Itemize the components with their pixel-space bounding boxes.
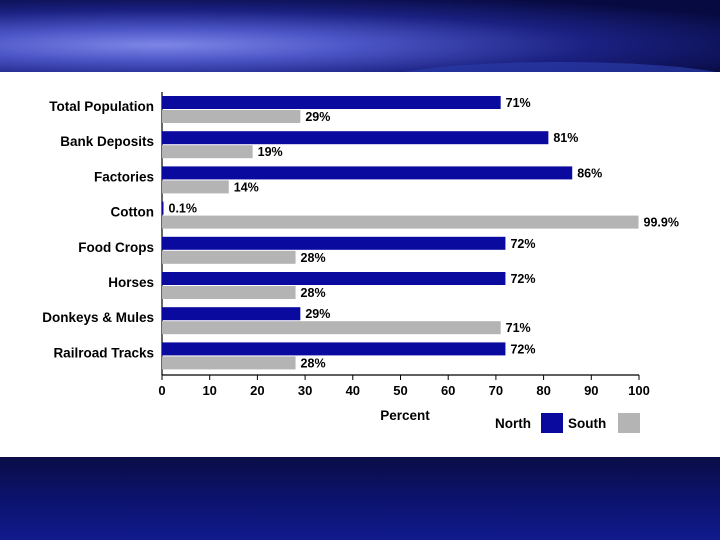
- data-label: 0.1%: [169, 202, 198, 216]
- data-label: 29%: [305, 110, 330, 124]
- x-tick-label: 10: [202, 383, 216, 398]
- category-label: Cotton: [111, 205, 154, 220]
- footer-band: [0, 457, 720, 540]
- legend-swatch-south: [618, 413, 640, 433]
- category-label: Railroad Tracks: [53, 345, 154, 360]
- x-tick-label: 70: [489, 383, 503, 398]
- bar-north: [162, 166, 573, 180]
- category-label: Factories: [94, 169, 154, 184]
- x-tick-label: 0: [158, 383, 165, 398]
- data-label: 14%: [234, 180, 259, 194]
- category-label: Food Crops: [78, 240, 154, 255]
- data-label: 28%: [301, 356, 326, 370]
- x-tick-label: 80: [536, 383, 550, 398]
- data-label: 28%: [301, 251, 326, 265]
- bar-north: [162, 272, 506, 285]
- data-label: 71%: [506, 96, 531, 110]
- bar-south: [162, 215, 639, 229]
- data-label: 19%: [258, 145, 283, 159]
- bar-north: [162, 342, 506, 356]
- bar-north: [162, 131, 549, 145]
- x-tick-label: 20: [250, 383, 264, 398]
- header-band: [0, 0, 720, 102]
- category-label: Donkeys & Mules: [42, 310, 154, 325]
- legend-swatch-north: [541, 413, 563, 433]
- data-label: 72%: [510, 342, 535, 356]
- x-tick-label: 60: [441, 383, 455, 398]
- data-label: 29%: [305, 307, 330, 321]
- bar-north: [162, 96, 501, 109]
- x-axis-title: Percent: [380, 408, 430, 423]
- bar-north: [162, 236, 506, 250]
- bar-north: [162, 307, 301, 321]
- data-label: 28%: [301, 286, 326, 300]
- x-tick-label: 50: [393, 383, 407, 398]
- chart-panel: Total Population 71% 29% Bank Deposits 81% 19…: [0, 72, 720, 457]
- bar-south: [162, 286, 296, 299]
- bar-south: [162, 110, 301, 123]
- category-label: Bank Deposits: [60, 134, 154, 149]
- bar-south: [162, 250, 296, 264]
- data-label: 71%: [506, 321, 531, 335]
- data-label: 86%: [577, 166, 602, 180]
- bar-chart: Total Population 71% 29% Bank Deposits 81% 19…: [42, 92, 679, 433]
- legend-label-south: South: [568, 416, 606, 431]
- x-tick-label: 30: [298, 383, 312, 398]
- data-label: 72%: [510, 237, 535, 251]
- x-tick-label: 40: [346, 383, 360, 398]
- category-label: Horses: [108, 275, 154, 290]
- bar-south: [162, 145, 253, 159]
- x-tick-label: 100: [628, 383, 650, 398]
- data-label: 99.9%: [644, 216, 679, 230]
- bar-south: [162, 356, 296, 370]
- data-label: 81%: [553, 131, 578, 145]
- bar-south: [162, 180, 229, 194]
- category-label: Total Population: [49, 99, 154, 114]
- bar-south: [162, 321, 501, 335]
- bar-north: [162, 201, 164, 215]
- data-label: 72%: [510, 272, 535, 286]
- legend-label-north: North: [495, 416, 531, 431]
- x-tick-label: 90: [584, 383, 598, 398]
